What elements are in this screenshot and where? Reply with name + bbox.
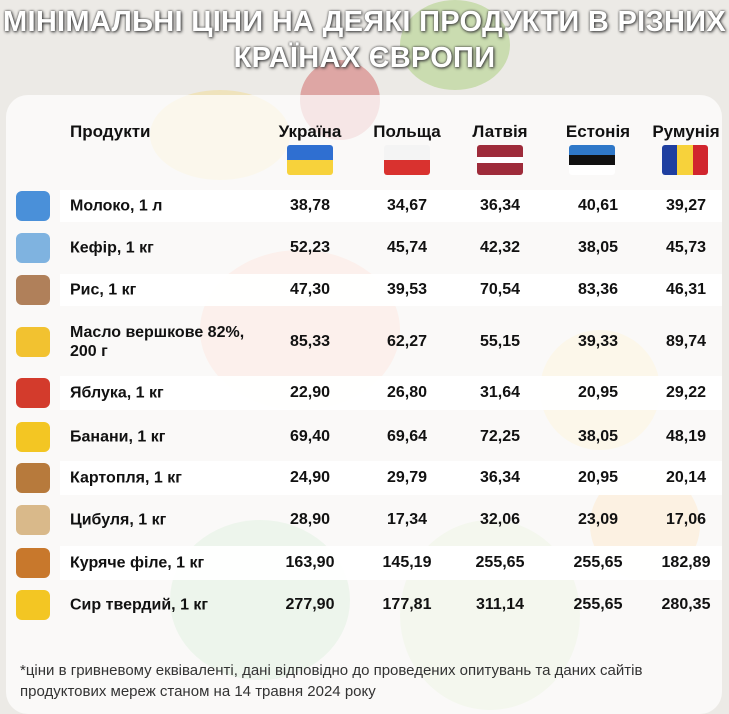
column-header: Латвія bbox=[472, 122, 528, 141]
column-header: Україна bbox=[278, 122, 342, 141]
product-name: Кефір, 1 кг bbox=[70, 239, 154, 257]
price: 47,30 bbox=[289, 281, 331, 298]
price: 45,73 bbox=[665, 239, 707, 256]
product-name: Банани, 1 кг bbox=[70, 428, 166, 446]
price: 277,90 bbox=[285, 596, 335, 613]
column-header: Естонія bbox=[565, 122, 631, 141]
row-band bbox=[60, 190, 722, 222]
flag-romania bbox=[662, 145, 708, 175]
price: 255,65 bbox=[573, 596, 623, 613]
price: 182,89 bbox=[661, 554, 711, 571]
price: 70,54 bbox=[479, 281, 521, 298]
flag-latvia bbox=[477, 145, 523, 175]
price: 62,27 bbox=[386, 333, 428, 350]
product-icon bbox=[16, 378, 50, 408]
price: 17,06 bbox=[665, 511, 707, 528]
product-name: Куряче філе, 1 кг bbox=[70, 554, 205, 572]
price: 42,32 bbox=[479, 239, 521, 256]
price: 72,25 bbox=[479, 428, 521, 445]
price: 32,06 bbox=[479, 511, 521, 528]
price: 311,14 bbox=[475, 596, 525, 613]
price: 89,74 bbox=[665, 333, 707, 350]
price: 40,61 bbox=[577, 197, 619, 214]
product-icon bbox=[16, 463, 50, 493]
price: 31,64 bbox=[479, 384, 521, 401]
price: 29,22 bbox=[665, 384, 707, 401]
product-name: Картопля, 1 кг bbox=[70, 469, 182, 487]
price: 22,90 bbox=[289, 384, 331, 401]
price: 36,34 bbox=[479, 469, 521, 486]
product-icon bbox=[16, 191, 50, 221]
price: 20,95 bbox=[577, 384, 619, 401]
flag-poland bbox=[384, 145, 430, 175]
price: 39,27 bbox=[665, 197, 707, 214]
price: 52,23 bbox=[289, 239, 331, 256]
price: 69,40 bbox=[289, 428, 331, 445]
flag-ukraine bbox=[287, 145, 333, 175]
price: 46,31 bbox=[665, 281, 707, 298]
row-band bbox=[60, 274, 722, 306]
price: 83,36 bbox=[577, 281, 619, 298]
price: 20,95 bbox=[577, 469, 619, 486]
bg-shape bbox=[400, 0, 510, 90]
price: 28,90 bbox=[289, 511, 331, 528]
flag-estonia bbox=[569, 145, 615, 175]
price: 69,64 bbox=[386, 428, 428, 445]
column-header: Польща bbox=[373, 122, 441, 141]
price: 177,81 bbox=[382, 596, 432, 613]
product-name: Цибуля, 1 кг bbox=[70, 511, 167, 529]
price: 38,78 bbox=[289, 197, 331, 214]
product-icon bbox=[16, 548, 50, 578]
price: 17,34 bbox=[386, 511, 428, 528]
product-icon bbox=[16, 590, 50, 620]
price: 39,33 bbox=[577, 333, 619, 350]
product-icon bbox=[16, 422, 50, 452]
product-icon bbox=[16, 505, 50, 535]
row-band bbox=[60, 376, 722, 410]
price: 24,90 bbox=[289, 469, 331, 486]
price: 55,15 bbox=[479, 333, 521, 350]
price: 85,33 bbox=[289, 333, 331, 350]
title: МІНІМАЛЬНІ ЦІНИ НА ДЕЯКІ ПРОДУКТИ В РІЗН… bbox=[3, 6, 726, 74]
column-header: Продукти bbox=[70, 122, 151, 141]
price: 255,65 bbox=[573, 554, 623, 571]
product-name: Рис, 1 кг bbox=[70, 281, 137, 299]
price: 45,74 bbox=[386, 239, 428, 256]
product-icon bbox=[16, 233, 50, 263]
price: 36,34 bbox=[479, 197, 521, 214]
price: 34,67 bbox=[386, 197, 428, 214]
price: 145,19 bbox=[382, 554, 432, 571]
price: 20,14 bbox=[665, 469, 707, 486]
price: 29,79 bbox=[386, 469, 428, 486]
row-band bbox=[60, 546, 722, 580]
product-name: Сир твердий, 1 кг bbox=[70, 596, 209, 614]
price: 48,19 bbox=[665, 428, 707, 445]
row-band bbox=[60, 461, 722, 495]
price: 23,09 bbox=[577, 511, 619, 528]
price: 38,05 bbox=[577, 428, 619, 445]
product-name: Молоко, 1 л bbox=[70, 197, 163, 215]
column-header: Румунія bbox=[652, 122, 720, 141]
product-icon bbox=[16, 275, 50, 305]
price: 26,80 bbox=[386, 384, 428, 401]
price: 280,35 bbox=[661, 596, 711, 613]
price: 39,53 bbox=[386, 281, 428, 298]
price: 38,05 bbox=[577, 239, 619, 256]
product-name: Яблука, 1 кг bbox=[70, 384, 164, 402]
price: 163,90 bbox=[285, 554, 335, 571]
price: 255,65 bbox=[475, 554, 525, 571]
product-icon bbox=[16, 327, 50, 357]
product-name: Масло вершкове 82%, 200 г bbox=[70, 324, 245, 360]
footnote: *ціни в гривневому еквіваленті, дані від… bbox=[20, 662, 643, 700]
